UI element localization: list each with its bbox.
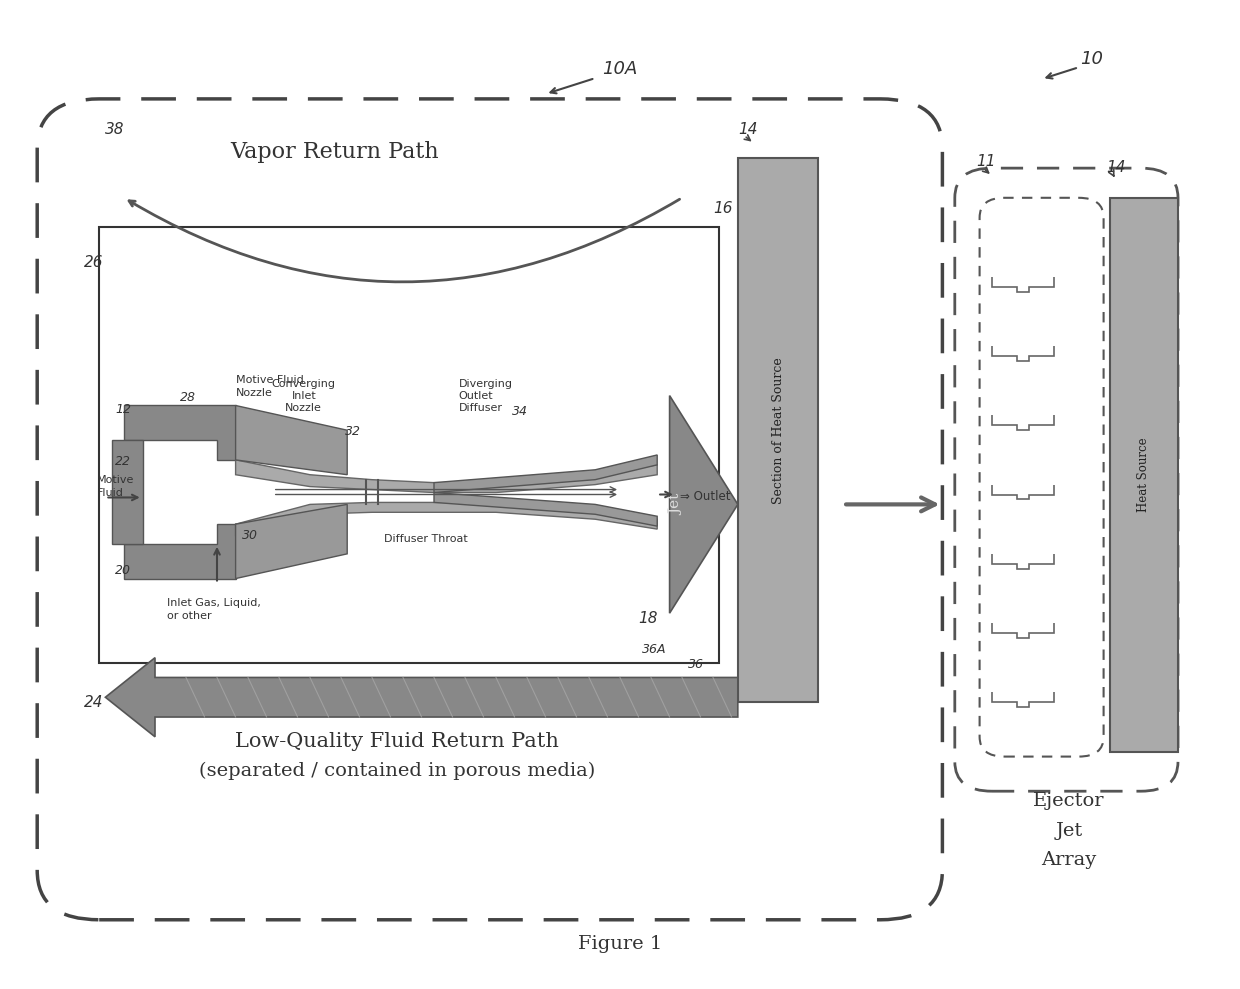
- Bar: [738, 158, 818, 702]
- Text: 36A: 36A: [642, 643, 667, 656]
- Text: Diverging
Outlet
Diffuser: Diverging Outlet Diffuser: [459, 379, 513, 413]
- Text: 10: 10: [1080, 50, 1102, 68]
- Text: 36: 36: [688, 658, 704, 671]
- Text: 22: 22: [115, 455, 131, 468]
- Text: Vapor Return Path: Vapor Return Path: [231, 141, 439, 163]
- Text: 28: 28: [180, 391, 196, 404]
- Text: Converging
Inlet
Nozzle: Converging Inlet Nozzle: [272, 379, 336, 413]
- Polygon shape: [670, 396, 738, 613]
- Text: Array: Array: [1042, 852, 1096, 869]
- Polygon shape: [434, 493, 657, 526]
- Polygon shape: [236, 460, 657, 493]
- Bar: [1110, 198, 1178, 752]
- Text: 10A: 10A: [603, 60, 637, 78]
- Polygon shape: [236, 504, 347, 579]
- Text: 14: 14: [738, 122, 758, 136]
- Text: (separated / contained in porous media): (separated / contained in porous media): [198, 763, 595, 780]
- Bar: [99, 227, 719, 663]
- Text: Low-Quality Fluid Return Path: Low-Quality Fluid Return Path: [234, 732, 559, 751]
- Text: 16: 16: [713, 201, 733, 216]
- Polygon shape: [124, 405, 236, 460]
- Text: 24: 24: [84, 695, 104, 710]
- Text: 34: 34: [512, 405, 528, 418]
- Text: Jet: Jet: [1055, 822, 1083, 840]
- Text: Section of Heat Source: Section of Heat Source: [773, 357, 785, 503]
- Text: 18: 18: [639, 611, 658, 626]
- Text: ⇒ Outlet: ⇒ Outlet: [680, 490, 730, 503]
- Text: Jet: Jet: [668, 494, 683, 515]
- Text: 14: 14: [1106, 160, 1126, 175]
- Text: Heat Source: Heat Source: [1137, 437, 1149, 512]
- Text: 11: 11: [976, 154, 996, 169]
- Text: 26: 26: [84, 255, 104, 270]
- Polygon shape: [105, 658, 738, 737]
- Text: 30: 30: [242, 529, 258, 542]
- Text: 38: 38: [105, 122, 125, 136]
- Polygon shape: [236, 405, 347, 475]
- Polygon shape: [236, 502, 657, 536]
- Text: Inlet Gas, Liquid,
or other: Inlet Gas, Liquid, or other: [167, 598, 262, 621]
- Text: Motive
Fluid: Motive Fluid: [97, 476, 134, 497]
- Polygon shape: [434, 455, 657, 493]
- Bar: [112, 440, 143, 544]
- Text: Ejector: Ejector: [1033, 792, 1105, 810]
- Text: Figure 1: Figure 1: [578, 936, 662, 953]
- Polygon shape: [124, 524, 236, 579]
- Text: 20: 20: [115, 564, 131, 577]
- Text: 32: 32: [345, 425, 361, 438]
- Text: Motive Fluid
Nozzle: Motive Fluid Nozzle: [236, 375, 304, 398]
- Text: 12: 12: [115, 404, 131, 416]
- Text: Diffuser Throat: Diffuser Throat: [384, 534, 469, 544]
